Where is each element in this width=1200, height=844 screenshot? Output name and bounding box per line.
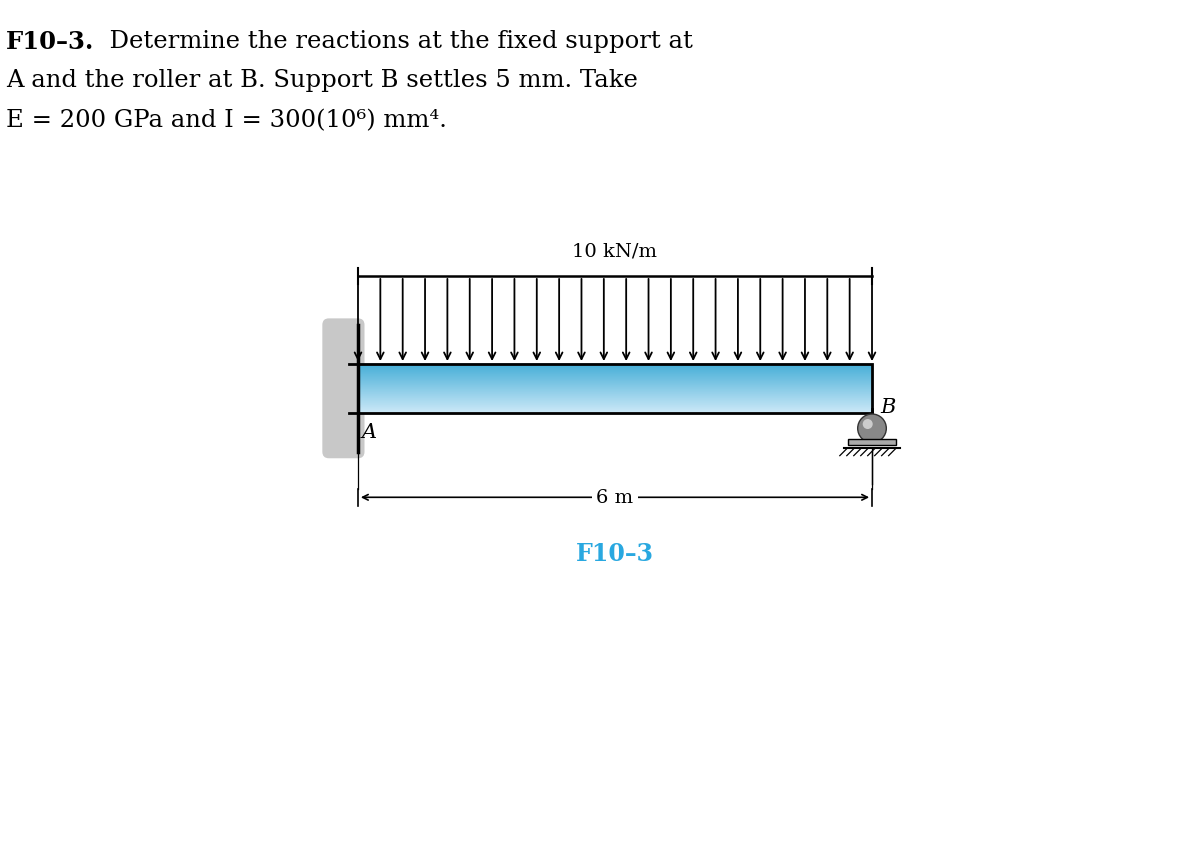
Text: B: B [880, 398, 895, 416]
Text: A: A [361, 423, 377, 442]
Circle shape [858, 414, 887, 443]
Text: 10 kN/m: 10 kN/m [572, 242, 658, 261]
Text: A and the roller at B. Support B settles 5 mm. Take: A and the roller at B. Support B settles… [6, 69, 638, 92]
Bar [358, 365, 872, 414]
Text: E = 200 GPa and I = 300(10⁶) mm⁴.: E = 200 GPa and I = 300(10⁶) mm⁴. [6, 109, 446, 132]
Text: Determine the reactions at the fixed support at: Determine the reactions at the fixed sup… [94, 30, 692, 52]
Text: F10–3: F10–3 [576, 541, 654, 565]
Bar [847, 439, 896, 446]
Text: 6 m: 6 m [596, 489, 634, 506]
FancyBboxPatch shape [323, 319, 365, 458]
Circle shape [863, 419, 872, 430]
Text: F10–3.: F10–3. [6, 30, 95, 53]
